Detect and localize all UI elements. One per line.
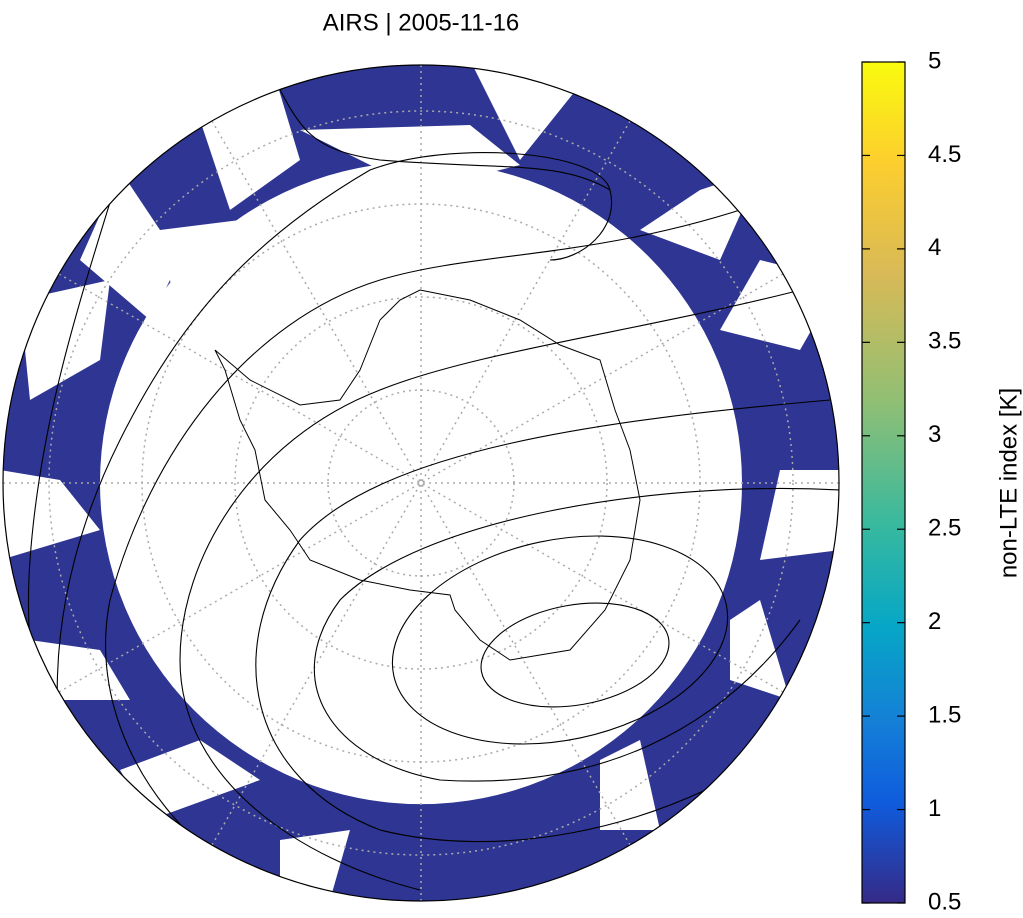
colorbar (861, 61, 906, 904)
graticule (3, 65, 839, 901)
colorbar-tick-label: 4.5 (928, 141, 961, 168)
colorbar-tick-label: 4 (928, 234, 941, 261)
coastline (214, 289, 641, 661)
colorbar-tick-label: 2.5 (928, 515, 961, 542)
colorbar-label: non-LTE index [K] (995, 388, 1022, 578)
colorbar-tick-label: 1 (928, 795, 941, 822)
map-title: AIRS | 2005-11-16 (323, 9, 520, 36)
colorbar-tick-label: 3 (928, 421, 941, 448)
colorbar-tick-label: 1.5 (928, 701, 961, 728)
map-border (2, 64, 840, 902)
colorbar-tick-label: 3.5 (928, 328, 961, 355)
contours (27, 69, 839, 891)
colorbar-tick-label: 0.5 (928, 888, 961, 913)
colorbar-tick-label: 5 (928, 47, 941, 74)
colorbar-tick-label: 2 (928, 608, 941, 635)
